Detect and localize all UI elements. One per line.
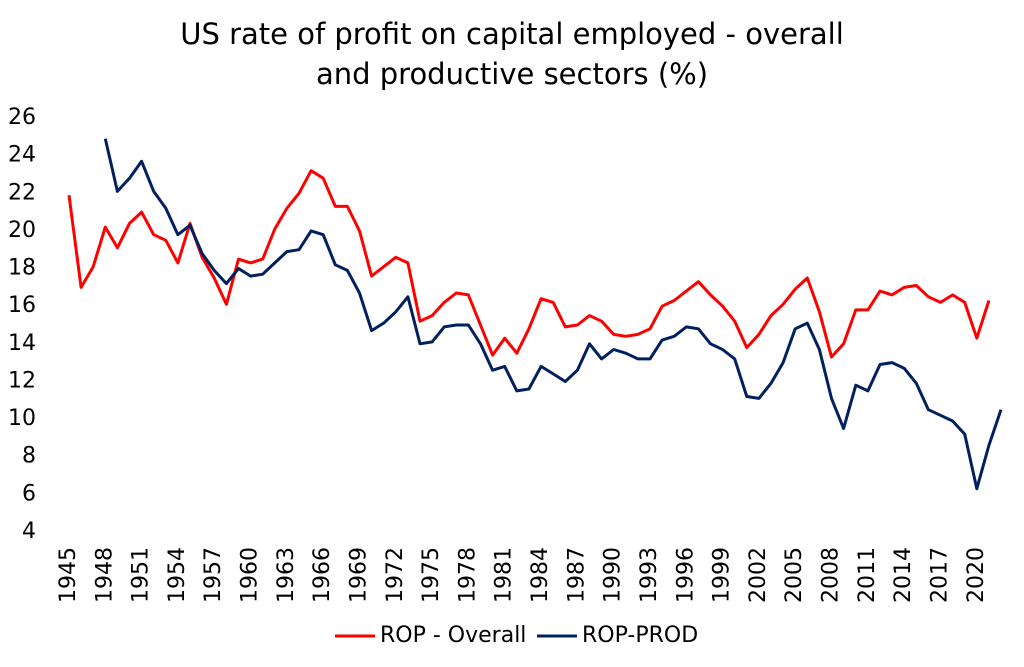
x-tick-label: 1999 [710,547,735,603]
y-tick-label: 6 [22,481,36,506]
legend-label: ROP - Overall [380,623,526,648]
x-tick-label: 2014 [891,547,916,603]
x-tick-label: 1981 [492,547,517,603]
x-tick-label: 1960 [238,547,263,603]
y-tick-label: 16 [8,293,36,318]
x-tick-label: 1975 [419,547,444,603]
x-tick-label: 2002 [746,547,771,603]
x-tick-label: 2020 [964,547,989,603]
y-tick-label: 12 [8,368,36,393]
x-tick-label: 1957 [201,547,226,603]
y-tick-label: 20 [8,218,36,243]
chart-title: US rate of profit on capital employed - … [180,17,844,91]
x-tick-label: 2017 [927,547,952,603]
series-line [67,169,991,359]
x-tick-label: 1954 [165,547,190,603]
x-tick-label: 1948 [92,547,117,603]
x-tick-label: 2008 [819,547,844,603]
y-tick-label: 14 [8,331,36,356]
y-tick-label: 24 [8,143,36,168]
x-tick-label: 1963 [274,547,299,603]
series-line [103,138,1003,491]
y-tick-label: 18 [8,256,36,281]
x-tick-label: 1978 [455,547,480,603]
x-tick-label: 1987 [564,547,589,603]
y-tick-label: 4 [22,519,36,544]
x-tick-label: 1990 [601,547,626,603]
x-tick-label: 1996 [673,547,698,603]
x-tick-label: 2011 [855,547,880,603]
x-tick-label: 1945 [56,547,81,603]
x-tick-label: 1993 [637,547,662,603]
y-tick-label: 10 [8,406,36,431]
x-tick-label: 1984 [528,547,553,603]
y-tick-label: 26 [8,105,36,130]
legend-label: ROP-PROD [582,623,698,648]
y-tick-label: 22 [8,180,36,205]
x-tick-label: 1951 [129,547,154,603]
x-tick-label: 2005 [782,547,807,603]
x-tick-label: 1969 [346,547,371,603]
x-tick-label: 1972 [383,547,408,603]
x-tick-label: 1966 [310,547,335,603]
y-tick-label: 8 [22,444,36,469]
